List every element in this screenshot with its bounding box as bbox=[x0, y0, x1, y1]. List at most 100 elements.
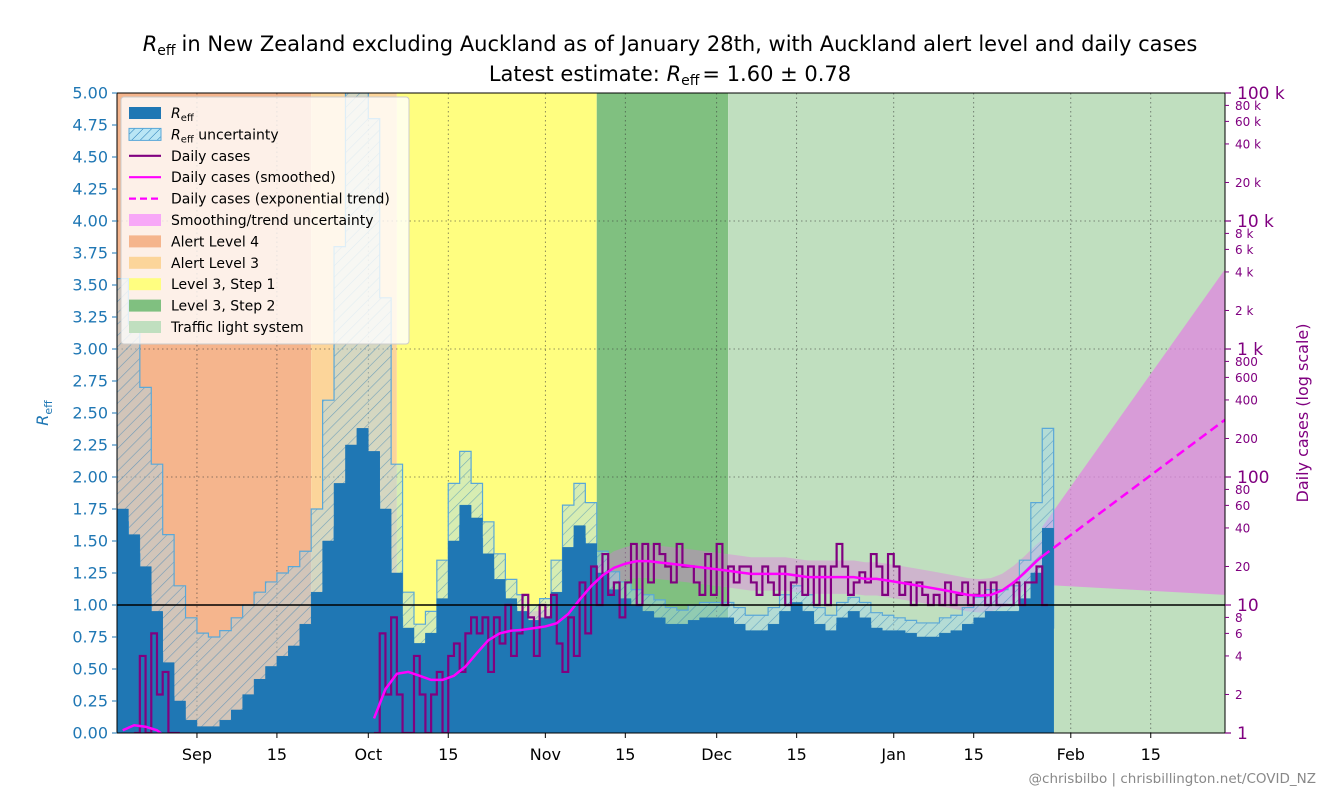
right-minor-tick-label: 4 k bbox=[1235, 265, 1253, 279]
daily-cases-line-1 bbox=[374, 542, 1048, 733]
legend-item-unc: Reff uncertainty bbox=[128, 127, 279, 145]
chart-title: Reff in New Zealand excluding Auckland as… bbox=[143, 32, 1198, 59]
right-minor-tick-label: 200 bbox=[1235, 432, 1258, 446]
left-tick-label: 2.25 bbox=[72, 436, 108, 455]
legend-item-trend: Daily cases (exponential trend) bbox=[129, 192, 390, 208]
legend-item-trendunc: Smoothing/trend uncertainty bbox=[129, 213, 374, 229]
legend-item-smooth: Daily cases (smoothed) bbox=[129, 170, 336, 186]
legend-swatch bbox=[129, 235, 161, 248]
legend-item-al4: Alert Level 4 bbox=[129, 234, 259, 250]
right-minor-tick-label: 400 bbox=[1235, 393, 1258, 407]
x-tick-label: Dec bbox=[701, 745, 732, 764]
left-tick-label: 3.25 bbox=[72, 308, 108, 327]
right-minor-tick-label: 80 k bbox=[1235, 99, 1261, 113]
reff-area bbox=[117, 428, 1054, 733]
legend-label: Daily cases bbox=[171, 149, 250, 165]
legend-item-tl: Traffic light system bbox=[129, 320, 304, 336]
legend-item-s1: Level 3, Step 1 bbox=[129, 277, 275, 293]
credit-text: @chrisbilbo | chrisbillington.net/COVID_… bbox=[1029, 771, 1316, 787]
left-tick-label: 0.75 bbox=[72, 628, 108, 647]
right-minor-tick-label: 20 k bbox=[1235, 176, 1261, 190]
right-minor-tick-label: 600 bbox=[1235, 371, 1258, 385]
chart-subtitle: Latest estimate: Reff = 1.60 ± 0.78 bbox=[489, 62, 851, 89]
right-minor-tick-label: 40 k bbox=[1235, 137, 1261, 151]
x-tick-label: Oct bbox=[354, 745, 382, 764]
legend-label: Alert Level 3 bbox=[171, 256, 259, 272]
left-tick-label: 1.25 bbox=[72, 564, 108, 583]
smoothing-uncertainty-band bbox=[122, 539, 1043, 733]
right-minor-tick-label: 2 bbox=[1235, 688, 1243, 702]
left-tick-label: 3.75 bbox=[72, 244, 108, 263]
left-axis-label: Reff bbox=[33, 400, 55, 426]
right-minor-tick-label: 2 k bbox=[1235, 304, 1253, 318]
right-minor-tick-label: 4 bbox=[1235, 649, 1243, 663]
right-minor-tick-label: 60 k bbox=[1235, 115, 1261, 129]
left-tick-label: 0.00 bbox=[72, 724, 108, 743]
trend-uncertainty-band bbox=[1042, 269, 1225, 595]
right-minor-tick-label: 8 k bbox=[1235, 227, 1253, 241]
right-minor-tick-label: 20 bbox=[1235, 560, 1250, 574]
right-minor-tick-label: 6 bbox=[1235, 627, 1243, 641]
legend-label: Traffic light system bbox=[170, 320, 304, 336]
x-tick-label: Nov bbox=[530, 745, 561, 764]
legend-label: Level 3, Step 2 bbox=[171, 299, 275, 315]
legend-item-cases: Daily cases bbox=[129, 149, 250, 165]
legend-label: Daily cases (smoothed) bbox=[171, 170, 336, 186]
left-tick-label: 5.00 bbox=[72, 84, 108, 103]
right-major-tick-label: 1 k bbox=[1237, 340, 1263, 360]
right-axis-label: Daily cases (log scale) bbox=[1293, 324, 1312, 503]
exponential-trend-line bbox=[1041, 418, 1225, 558]
left-axis-ticks: 0.00 0.25 0.50 0.75 1.00 1.25 1.50 1.75 2.00 2.25… bbox=[72, 84, 117, 743]
legend-label: Level 3, Step 1 bbox=[171, 277, 275, 293]
x-tick-label: 15 bbox=[964, 745, 984, 764]
right-minor-tick-label: 40 bbox=[1235, 521, 1250, 535]
legend-swatch bbox=[129, 256, 161, 269]
legend-swatch bbox=[129, 214, 161, 226]
left-tick-label: 3.00 bbox=[72, 340, 108, 359]
legend-label: Daily cases (exponential trend) bbox=[171, 192, 390, 208]
right-minor-tick-label: 800 bbox=[1235, 355, 1258, 369]
left-tick-label: 2.75 bbox=[72, 372, 108, 391]
legend-box bbox=[120, 96, 410, 345]
left-tick-label: 4.00 bbox=[72, 212, 108, 231]
legend-swatch bbox=[129, 278, 161, 291]
left-tick-label: 2.50 bbox=[72, 404, 108, 423]
trend-uncertainty-area bbox=[122, 269, 1225, 733]
left-tick-label: 1.00 bbox=[72, 596, 108, 615]
x-tick-label: 15 bbox=[786, 745, 806, 764]
legend-swatch bbox=[129, 321, 161, 333]
legend-item-reff: Reff bbox=[129, 106, 195, 124]
x-tick-label: Jan bbox=[880, 745, 906, 764]
legend-swatch bbox=[129, 299, 161, 312]
right-axis-ticks: 1 10 100 1 k 10 k 100 k 2 4 6 8 20 40 60 80 200 400 600 8… bbox=[1225, 84, 1285, 744]
legend-item-s2: Level 3, Step 2 bbox=[129, 299, 275, 315]
smoothed-cases-line-1 bbox=[372, 555, 1044, 719]
x-axis-ticks: Sep 15 Oct 15 Nov 15 Dec 15 Jan 15 Feb 15 bbox=[182, 733, 1161, 764]
legend-label: Alert Level 4 bbox=[171, 234, 259, 250]
left-tick-label: 4.25 bbox=[72, 180, 108, 199]
legend-label: Smoothing/trend uncertainty bbox=[171, 213, 374, 229]
left-tick-label: 0.50 bbox=[72, 660, 108, 679]
right-minor-tick-label: 80 bbox=[1235, 483, 1250, 497]
smoothed-cases-line-0 bbox=[122, 723, 163, 733]
right-major-tick-label: 100 k bbox=[1237, 84, 1285, 104]
legend-item-al3: Alert Level 3 bbox=[129, 256, 259, 272]
right-major-tick-label: 10 k bbox=[1237, 212, 1274, 232]
daily-cases-line-0 bbox=[134, 632, 180, 733]
legend-swatch bbox=[129, 107, 161, 119]
left-tick-label: 2.00 bbox=[72, 468, 108, 487]
left-tick-label: 4.75 bbox=[72, 116, 108, 135]
left-tick-label: 1.50 bbox=[72, 532, 108, 551]
x-tick-label: Feb bbox=[1057, 745, 1085, 764]
x-tick-label: Sep bbox=[182, 745, 212, 764]
legend-swatch bbox=[128, 127, 162, 141]
x-tick-label: 15 bbox=[267, 745, 287, 764]
left-tick-label: 1.75 bbox=[72, 500, 108, 519]
right-minor-tick-label: 60 bbox=[1235, 499, 1250, 513]
right-major-tick-label: 1 bbox=[1237, 724, 1248, 744]
x-tick-label: 15 bbox=[438, 745, 458, 764]
right-minor-tick-label: 6 k bbox=[1235, 243, 1253, 257]
legend-label: Reff bbox=[171, 106, 195, 124]
right-minor-tick-label: 8 bbox=[1235, 611, 1243, 625]
